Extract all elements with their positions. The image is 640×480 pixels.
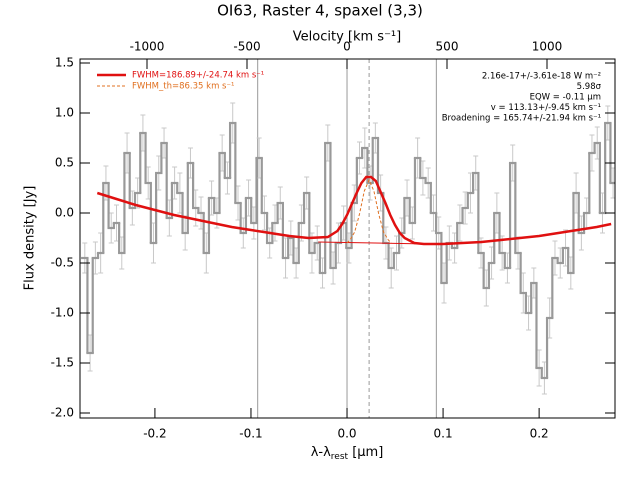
x-tick-label: 0.1: [434, 427, 453, 441]
continuum-line: [318, 241, 429, 245]
x-axis-label: λ-λrest [μm]: [311, 445, 384, 462]
x-label-unit: [μm]: [348, 445, 383, 460]
x2-tick-label: 1000: [532, 40, 563, 54]
legend-label: FWHM_th=86.35 km s⁻¹: [132, 82, 234, 92]
y-tick-label: -2.0: [51, 406, 74, 420]
x-tick-label: 0.0: [337, 427, 356, 441]
x-label-sub: rest: [331, 452, 349, 462]
annotation: 2.16e-17+/-3.61e-18 W m⁻²: [482, 72, 601, 82]
axes: FWHM=186.89+/-24.74 km s⁻¹FWHM_th=86.35 …: [51, 40, 616, 441]
plot-area: [81, 59, 615, 418]
annotation: Broadening = 165.74+/-21.94 km s⁻¹: [442, 114, 601, 124]
x-label-main: λ-λ: [311, 445, 331, 460]
x-tick-label: -0.2: [143, 427, 166, 441]
y-tick-label: -1.5: [51, 356, 74, 370]
legend-label: FWHM=186.89+/-24.74 km s⁻¹: [132, 71, 264, 81]
y-axis-label: Flux density [Jy]: [23, 186, 38, 291]
x2-tick-label: 0: [343, 40, 351, 54]
x2-tick-label: -1000: [130, 40, 165, 54]
y-tick-label: 1.0: [55, 106, 74, 120]
x-tick-label: -0.1: [239, 427, 262, 441]
chart-title: OI63, Raster 4, spaxel (3,3): [217, 2, 423, 20]
fit-line: [346, 178, 392, 244]
y-tick-label: 0.0: [55, 206, 74, 220]
annotation: EQW = -0.11 μm: [530, 93, 601, 103]
x2-axis-label: Velocity [km s⁻¹]: [293, 30, 401, 45]
y-tick-label: 1.5: [55, 56, 74, 70]
fit-line: [96, 175, 612, 246]
y-tick-label: -1.0: [51, 306, 74, 320]
annotation: 5.98σ: [577, 82, 602, 92]
x2-tick-label: -500: [233, 40, 260, 54]
y-tick-label: 0.5: [55, 156, 74, 170]
y-tick-label: -0.5: [51, 256, 74, 270]
x-tick-label: 0.2: [530, 427, 549, 441]
annotation: v = 113.13+/-9.45 km s⁻¹: [491, 103, 601, 113]
x2-tick-label: 500: [436, 40, 459, 54]
